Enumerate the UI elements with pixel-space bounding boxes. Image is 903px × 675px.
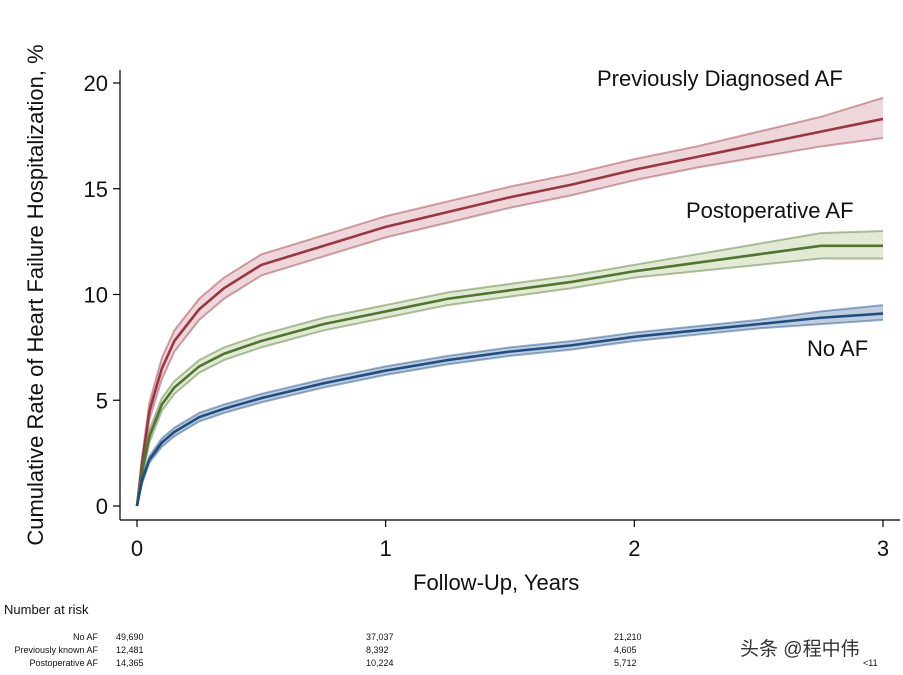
band-lower-no-af xyxy=(136,318,884,507)
risk-row: Previously known AF 12,481 8,392 4,605 xyxy=(0,645,903,657)
y-tick-label: 5 xyxy=(96,388,108,413)
band-upper-no-af xyxy=(136,304,884,507)
band-postoperative-af xyxy=(137,231,883,507)
band-lower-postoperative-af xyxy=(136,257,883,507)
y-tick-label: 15 xyxy=(84,177,108,202)
risk-row: No AF 49,690 37,037 21,210 xyxy=(0,632,903,644)
x-tick-label: 0 xyxy=(131,536,143,561)
risk-value: 49,690 xyxy=(116,632,144,642)
series-lines xyxy=(135,96,884,507)
risk-value: 8,392 xyxy=(366,645,389,655)
risk-value: 21,210 xyxy=(614,632,642,642)
x-axis-label: Follow-Up, Years xyxy=(413,570,580,595)
line-previously-diagnosed-af xyxy=(135,117,884,507)
risk-row: Postoperative AF 14,365 10,224 5,712 <11 xyxy=(0,658,903,670)
risk-value: 10,224 xyxy=(366,658,394,668)
series-label-no-af: No AF xyxy=(807,336,869,361)
risk-row-label: Postoperative AF xyxy=(29,658,98,668)
band-previously-diagnosed-af xyxy=(137,97,883,507)
y-tick-label: 10 xyxy=(84,283,108,308)
x-tick-label: 3 xyxy=(877,536,889,561)
line-no-af xyxy=(135,312,884,507)
risk-value: <11 xyxy=(863,658,878,668)
y-tick-label: 0 xyxy=(96,494,108,519)
series-label-previously-diagnosed-af: Previously Diagnosed AF xyxy=(597,66,843,91)
y-tick-label: 20 xyxy=(84,71,108,96)
band-upper-postoperative-af xyxy=(136,230,884,507)
watermark: 头条 @程中伟 xyxy=(740,639,860,660)
risk-row-label: No AF xyxy=(72,632,98,642)
risk-value: 37,037 xyxy=(366,632,394,642)
x-tick-label: 2 xyxy=(628,536,640,561)
risk-value: 4,605 xyxy=(614,645,637,655)
confidence-bands xyxy=(137,97,883,507)
axes: 0 5 10 15 20 0 1 2 3 xyxy=(84,70,900,561)
risk-table-title: Number at risk xyxy=(4,602,89,617)
series-label-postoperative-af: Postoperative AF xyxy=(686,198,854,223)
risk-row-label: Previously known AF xyxy=(14,645,98,655)
risk-value: 12,481 xyxy=(116,645,144,655)
risk-value: 5,712 xyxy=(614,658,637,668)
y-axis-label: Cumulative Rate of Heart Failure Hospita… xyxy=(23,44,48,546)
band-lower-previously-diagnosed-af xyxy=(136,136,884,507)
band-upper-previously-diagnosed-af xyxy=(136,96,884,507)
chart-area: 0 5 10 15 20 0 1 2 3 xyxy=(84,70,900,561)
risk-value: 14,365 xyxy=(116,658,144,668)
line-postoperative-af xyxy=(135,244,883,507)
x-tick-label: 1 xyxy=(380,536,392,561)
